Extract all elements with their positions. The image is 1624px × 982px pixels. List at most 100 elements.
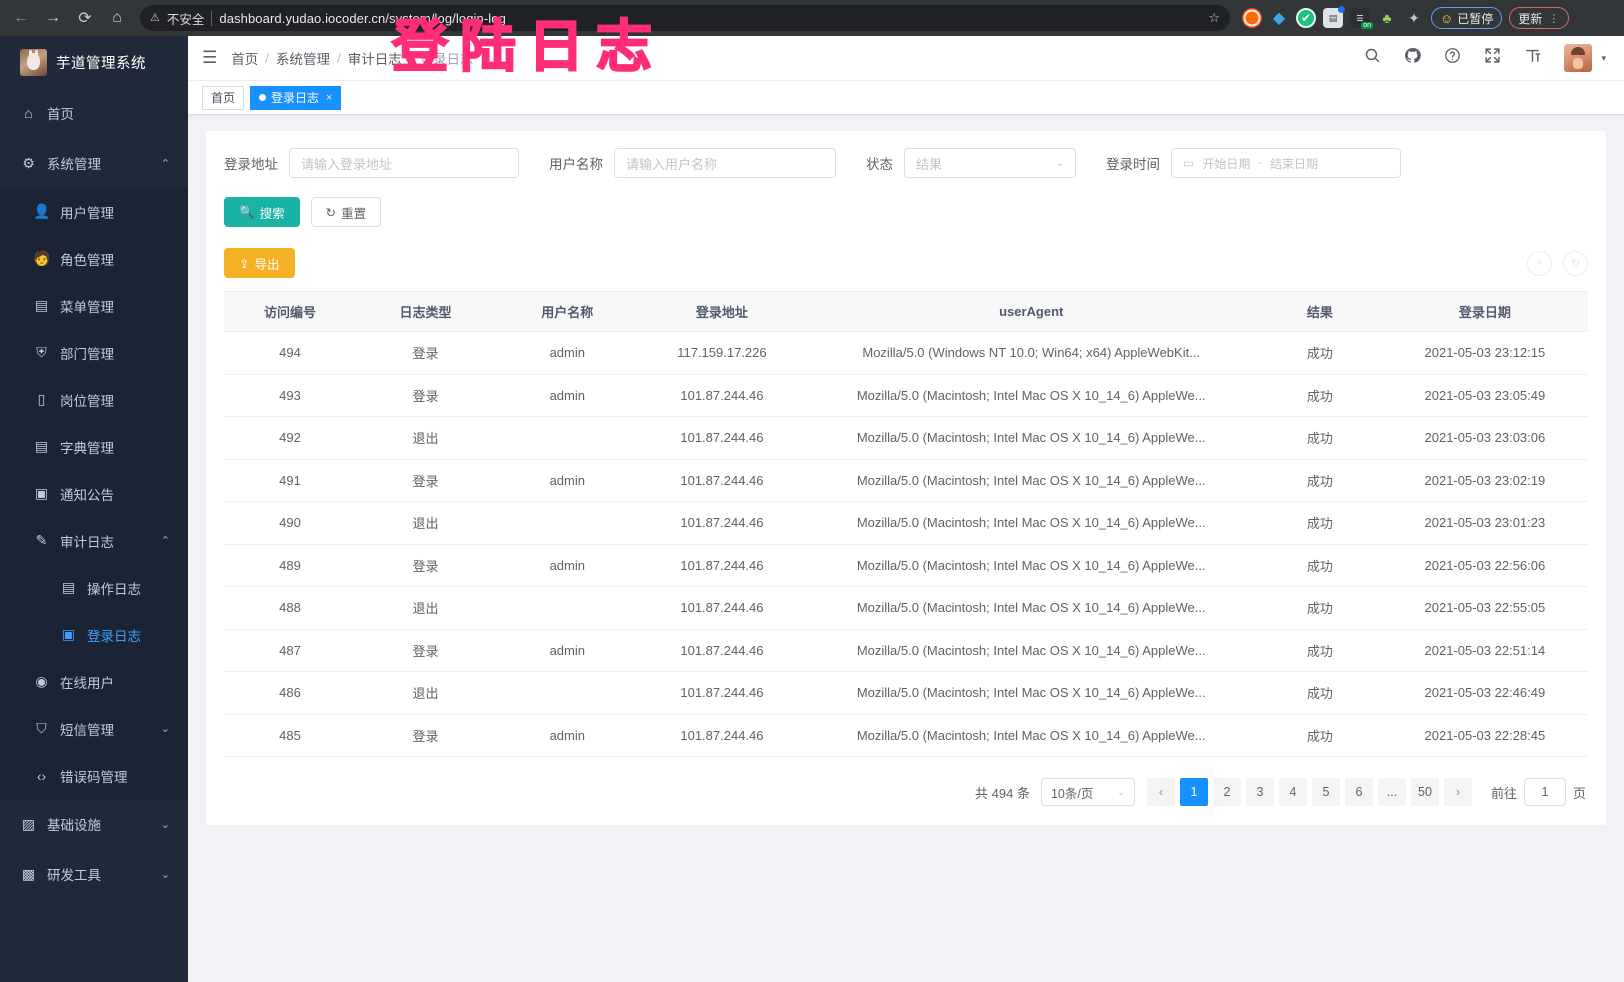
sidebar-item-dept-mgmt[interactable]: ⛨ 部门管理	[0, 329, 188, 376]
omnibox-divider	[211, 10, 213, 26]
start-date-placeholder: 开始日期	[1202, 156, 1251, 171]
pagination-page-50[interactable]: 50	[1410, 778, 1439, 806]
login-time-daterange[interactable]: ▭ 开始日期 - 结束日期	[1171, 148, 1401, 178]
sidebar-item-notice[interactable]: ▣ 通知公告	[0, 470, 188, 517]
pagination-page-5[interactable]: 5	[1311, 778, 1340, 806]
sidebar-item-sms-mgmt[interactable]: ⛉ 短信管理 ⌄	[0, 705, 188, 752]
sidebar-item-user-mgmt[interactable]: 👤 用户管理	[0, 188, 188, 235]
sidebar-item-home[interactable]: ⌂ 首页	[0, 88, 188, 138]
search-icon: 🔍	[239, 204, 255, 219]
forward-icon[interactable]: →	[45, 9, 61, 26]
leaf-extension-icon[interactable]: ♣	[1382, 10, 1392, 26]
sidebar-item-login-log[interactable]: ▣ 登录日志	[0, 611, 188, 658]
sidebar-item-dev-tools[interactable]: ▩ 研发工具 ⌄	[0, 849, 188, 899]
search-icon[interactable]	[1364, 47, 1381, 69]
close-icon[interactable]: ×	[326, 91, 333, 104]
cell-login-address: 101.87.244.46	[639, 544, 805, 587]
menu-list-icon: ▤	[34, 297, 49, 313]
pagination-page-2[interactable]: 2	[1212, 778, 1241, 806]
update-button[interactable]: 更新 ⋮	[1509, 7, 1570, 29]
sidebar-item-error-code[interactable]: ‹› 错误码管理	[0, 752, 188, 799]
cell-login-date: 2021-05-03 23:03:06	[1381, 416, 1588, 460]
cell-result: 成功	[1258, 374, 1382, 417]
green-check-extension-icon[interactable]: ✔	[1296, 8, 1316, 28]
github-icon[interactable]	[1404, 47, 1422, 69]
cell-user-agent: Mozilla/5.0 (Macintosh; Intel Mac OS X 1…	[804, 459, 1259, 502]
table-row[interactable]: 487 登录 admin 101.87.244.46 Mozilla/5.0 (Maci…	[224, 629, 1588, 672]
pagination-page-3[interactable]: 3	[1245, 778, 1274, 806]
breadcrumb-item-home[interactable]: 首页	[231, 52, 259, 67]
orange-ring-extension-icon[interactable]	[1242, 8, 1262, 28]
paused-status-pill[interactable]: ☺ 已暂停	[1431, 7, 1503, 29]
avatar[interactable]	[1564, 44, 1593, 72]
cell-access-id: 491	[224, 459, 356, 502]
sidebar-item-dict-mgmt[interactable]: ▤ 字典管理	[0, 423, 188, 470]
sidebar-logo[interactable]: 芋道管理系统	[0, 36, 188, 88]
pagination-page-4[interactable]: 4	[1278, 778, 1307, 806]
user-icon: 👤	[33, 203, 51, 219]
page-size-select[interactable]: 10条/页 ⌄	[1040, 778, 1135, 806]
cell-access-id: 489	[224, 544, 356, 587]
cell-log-type: 退出	[355, 586, 496, 630]
sidebar-item-infrastructure[interactable]: ▨ 基础设施 ⌄	[0, 799, 188, 849]
extensions-area: ◆ ✔ ▤ ☰ on ♣ ✦ ☺ 已暂停 更新 ⋮	[1242, 6, 1570, 29]
table-row[interactable]: 490 退出 101.87.244.46 Mozilla/5.0 (Macintosh…	[224, 501, 1588, 545]
table-row[interactable]: 488 退出 101.87.244.46 Mozilla/5.0 (Macintosh…	[224, 586, 1588, 630]
sidebar-item-menu-mgmt[interactable]: ▤ 菜单管理	[0, 282, 188, 329]
table-row[interactable]: 491 登录 admin 101.87.244.46 Mozilla/5.0 (Maci…	[224, 459, 1588, 502]
kebab-menu-icon[interactable]: ⋮	[1548, 12, 1561, 25]
fullscreen-icon[interactable]	[1484, 47, 1501, 69]
back-icon[interactable]: ←	[13, 9, 29, 26]
username-input[interactable]: 请输入用户名称	[614, 148, 836, 178]
pagination-ellipsis[interactable]: ...	[1377, 778, 1406, 806]
search-button[interactable]: 🔍 搜索	[224, 197, 300, 227]
tag-label: 首页	[211, 91, 236, 105]
status-select[interactable]: 结果 ⌄	[904, 148, 1076, 178]
chevron-down-icon[interactable]: ▾	[1601, 52, 1606, 63]
blue-diamond-extension-icon[interactable]: ◆	[1272, 10, 1286, 27]
pagination-page-1[interactable]: 1	[1179, 778, 1208, 806]
sidebar-item-system[interactable]: ⚙ 系统管理 ⌃	[0, 138, 188, 188]
login-address-input[interactable]: 请输入登录地址	[289, 148, 519, 178]
puzzle-extension-icon[interactable]: ✦	[1408, 9, 1420, 26]
field-login-address: 登录地址 请输入登录地址	[224, 148, 519, 178]
breadcrumb-item-system[interactable]: 系统管理	[276, 52, 331, 67]
reload-icon[interactable]: ⟳	[78, 10, 92, 27]
reset-button[interactable]: ↻ 重置	[310, 197, 382, 227]
col-access-id: 访问编号	[224, 291, 356, 332]
address-bar[interactable]: ⚠ 不安全 dashboard.yudao.iocoder.cn/system/…	[140, 5, 1230, 31]
help-icon[interactable]	[1444, 47, 1461, 69]
clipboard-extension-icon[interactable]: ▤	[1323, 6, 1345, 28]
breadcrumb-item-audit[interactable]: 审计日志	[347, 52, 402, 67]
sidebar-item-role-mgmt[interactable]: 🧑 角色管理	[0, 235, 188, 282]
table-row[interactable]: 492 退出 101.87.244.46 Mozilla/5.0 (Macintosh…	[224, 416, 1588, 460]
home-icon[interactable]: ⌂	[112, 9, 122, 26]
jump-suffix-label: 页	[1572, 785, 1586, 801]
cell-log-type: 退出	[355, 501, 496, 545]
font-size-icon[interactable]	[1524, 47, 1541, 69]
bookmark-star-icon[interactable]: ☆	[1208, 10, 1220, 25]
sidebar-item-post-mgmt[interactable]: ▯ 岗位管理	[0, 376, 188, 423]
hamburger-icon[interactable]: ☰	[202, 48, 218, 67]
tag-home[interactable]: 首页	[202, 85, 245, 110]
table-row[interactable]: 486 退出 101.87.244.46 Mozilla/5.0 (Macintosh…	[224, 671, 1588, 715]
sidebar-item-online-user[interactable]: ◉ 在线用户	[0, 658, 188, 705]
cell-user-agent: Mozilla/5.0 (Macintosh; Intel Mac OS X 1…	[804, 714, 1259, 757]
table-row[interactable]: 485 登录 admin 101.87.244.46 Mozilla/5.0 (Maci…	[224, 714, 1588, 757]
sidebar-item-operation-log[interactable]: ▤ 操作日志	[0, 564, 188, 611]
cell-result: 成功	[1258, 671, 1382, 715]
table-row[interactable]: 493 登录 admin 101.87.244.46 Mozilla/5.0 (Maci…	[224, 374, 1588, 417]
sidebar-item-audit-log[interactable]: ✎ 审计日志 ⌃	[0, 517, 188, 564]
column-settings-icon[interactable]: ⌖	[1527, 250, 1552, 276]
translate-on-extension-icon[interactable]: ☰ on	[1350, 8, 1373, 29]
pagination-prev-button[interactable]: ‹	[1146, 778, 1175, 806]
table-row[interactable]: 489 登录 admin 101.87.244.46 Mozilla/5.0 (Maci…	[224, 544, 1588, 587]
pagination-next-button[interactable]: ›	[1443, 778, 1472, 806]
pagination-page-6[interactable]: 6	[1344, 778, 1373, 806]
table-row[interactable]: 494 登录 admin 117.159.17.226 Mozilla/5.0 (Win…	[224, 331, 1588, 375]
jump-page-input[interactable]: 1	[1523, 778, 1566, 806]
export-button[interactable]: ⇪ 导出	[224, 248, 295, 278]
cell-username	[495, 586, 640, 630]
refresh-icon[interactable]: ↻	[1563, 250, 1588, 276]
tag-login-log[interactable]: 登录日志 ×	[250, 85, 342, 110]
